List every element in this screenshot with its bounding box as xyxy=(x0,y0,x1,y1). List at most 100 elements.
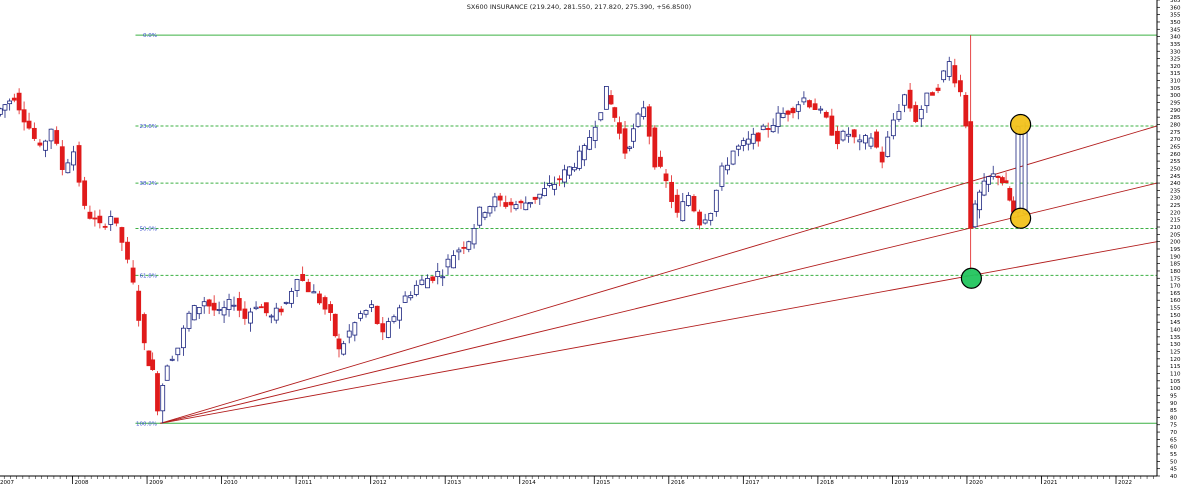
candle-body-up xyxy=(445,258,451,268)
candle xyxy=(59,140,65,176)
year-label: 2009 xyxy=(149,480,163,486)
candle xyxy=(603,86,609,110)
candle xyxy=(581,143,587,167)
fib-level-label: 61.8% xyxy=(140,273,157,279)
candle-body-up xyxy=(311,291,317,294)
candle-body-up xyxy=(248,311,253,324)
candle-body-up xyxy=(513,204,519,210)
candle-body-up xyxy=(745,138,751,145)
candle-body-up xyxy=(48,128,54,142)
candle-body-up xyxy=(226,298,232,310)
candle-body-down xyxy=(21,109,27,123)
candle-body-up xyxy=(385,321,391,338)
candle-body-up xyxy=(542,188,547,197)
candle-body-down xyxy=(305,281,311,293)
candle-body-up xyxy=(1022,130,1028,214)
candle-body-up xyxy=(547,183,552,186)
candle-body-down xyxy=(835,130,840,145)
candle-body-up xyxy=(397,307,402,321)
candle-body-down xyxy=(317,293,322,304)
candle xyxy=(451,250,456,269)
candle-body-down xyxy=(518,200,524,204)
candle-body-down xyxy=(617,122,622,134)
candle xyxy=(685,192,691,207)
candle-body-up xyxy=(221,307,227,316)
price-tick-label: 215 xyxy=(1170,218,1181,224)
chart-title: SX600 INSURANCE (219.240, 281.550, 217.8… xyxy=(467,3,691,11)
candle-body-down xyxy=(658,156,663,167)
candle-body-down xyxy=(930,92,935,96)
candle xyxy=(136,284,142,327)
candle xyxy=(795,100,801,120)
candle xyxy=(941,70,947,83)
price-tick-label: 125 xyxy=(1170,350,1181,356)
candle-body-up xyxy=(552,184,557,190)
candle-body-up xyxy=(581,145,587,161)
candle xyxy=(263,302,269,317)
candle xyxy=(812,98,818,111)
candle xyxy=(150,352,156,371)
candle-body-up xyxy=(730,150,736,165)
candle xyxy=(341,340,347,356)
candle-body-down xyxy=(211,302,217,311)
candle xyxy=(835,126,840,150)
candle-body-up xyxy=(902,94,907,106)
candle xyxy=(391,314,397,324)
candle xyxy=(402,291,408,303)
candle-body-up xyxy=(0,108,3,115)
fib-level-label: 0.0% xyxy=(143,33,157,39)
candle-body-down xyxy=(785,110,791,115)
candle-body-down xyxy=(913,105,919,122)
candle-body-up xyxy=(576,150,582,169)
candle xyxy=(226,293,232,317)
year-label: 2015 xyxy=(596,480,610,486)
candle-body-down xyxy=(113,217,119,224)
candle xyxy=(440,269,446,287)
price-tick-label: 355 xyxy=(1170,13,1181,19)
candle xyxy=(907,82,913,112)
fib-level-label: 50.0% xyxy=(140,226,157,232)
candle-body-up xyxy=(191,305,197,321)
price-tick-label: 245 xyxy=(1170,174,1181,180)
candle xyxy=(725,157,730,175)
fibonacci-levels: 0.0% 23.6% 38.2% 50.0% 61.8% 100.0% xyxy=(135,33,1157,427)
candle xyxy=(631,123,636,149)
candle xyxy=(627,145,633,152)
candle xyxy=(874,129,879,149)
year-label: 2018 xyxy=(820,480,834,486)
candle xyxy=(43,139,48,158)
candles xyxy=(0,35,1028,424)
price-tick-label: 155 xyxy=(1170,306,1181,312)
candle-body-up xyxy=(603,86,609,110)
candle-body-down xyxy=(87,211,93,219)
price-tick-label: 290 xyxy=(1170,108,1181,114)
price-tick-label: 320 xyxy=(1170,64,1181,70)
candle xyxy=(97,209,103,229)
candle xyxy=(608,90,614,105)
candle xyxy=(963,92,969,129)
candle xyxy=(765,122,771,138)
candle xyxy=(946,56,952,81)
price-tick-label: 45 xyxy=(1170,467,1177,473)
candle xyxy=(735,144,741,157)
candle xyxy=(11,93,17,103)
candle-body-up xyxy=(216,309,222,311)
candle-body-down xyxy=(125,241,130,260)
candle-body-up xyxy=(862,135,868,144)
candle-body-up xyxy=(425,278,430,289)
price-tick-label: 115 xyxy=(1170,364,1181,370)
candle xyxy=(612,106,618,122)
candle xyxy=(141,312,147,351)
candle xyxy=(413,280,419,297)
candle-body-up xyxy=(924,92,930,107)
candle xyxy=(456,247,462,261)
candle-body-up xyxy=(760,125,766,131)
candle xyxy=(211,295,217,316)
candle xyxy=(697,209,702,230)
candle-body-down xyxy=(11,97,17,101)
candle xyxy=(113,217,119,227)
candle-body-up xyxy=(775,112,781,127)
candle xyxy=(981,173,987,197)
price-tick-label: 150 xyxy=(1170,313,1181,319)
